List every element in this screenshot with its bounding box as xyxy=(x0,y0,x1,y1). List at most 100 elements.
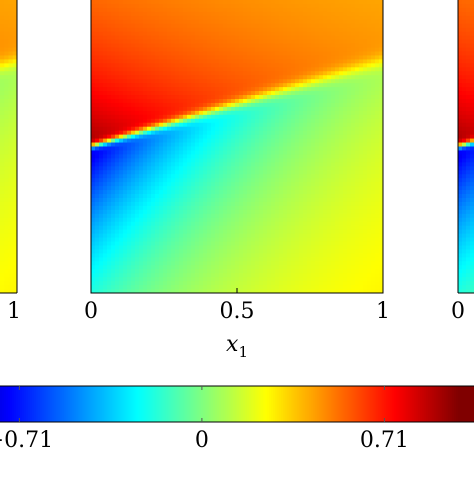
heatmap-cell xyxy=(271,182,276,187)
heatmap-cell xyxy=(243,143,248,148)
heatmap-cell xyxy=(247,281,252,286)
heatmap-cell xyxy=(163,123,168,128)
heatmap-cell xyxy=(167,75,172,80)
heatmap-cell xyxy=(251,135,256,140)
heatmap-cell xyxy=(147,51,152,56)
heatmap-cell xyxy=(295,59,300,64)
heatmap-cell xyxy=(307,111,312,116)
heatmap-cell xyxy=(319,285,324,290)
heatmap-cell xyxy=(131,48,136,53)
heatmap-cell xyxy=(155,59,160,64)
heatmap-cell xyxy=(271,257,276,262)
heatmap-cell xyxy=(295,210,300,215)
heatmap-cell xyxy=(243,273,248,278)
heatmap-cell xyxy=(323,178,328,183)
heatmap-cell xyxy=(271,59,276,64)
heatmap-cell xyxy=(183,265,188,270)
heatmap-cell xyxy=(167,139,172,144)
heatmap-cell xyxy=(139,20,144,25)
heatmap-cell xyxy=(167,135,172,140)
heatmap-cell xyxy=(339,63,344,68)
heatmap-cell xyxy=(239,178,244,183)
heatmap-cell xyxy=(287,127,292,132)
heatmap-cell xyxy=(171,16,176,21)
heatmap-cell xyxy=(151,127,156,132)
heatmap-cell xyxy=(155,48,160,53)
heatmap-cell xyxy=(323,182,328,187)
heatmap-cell xyxy=(279,150,284,155)
heatmap-cell xyxy=(167,222,172,227)
heatmap-cell xyxy=(91,242,96,247)
heatmap-cell xyxy=(279,131,284,136)
heatmap-cell xyxy=(219,202,224,207)
heatmap-cell xyxy=(311,16,316,21)
heatmap-cell xyxy=(291,51,296,56)
heatmap-cell xyxy=(239,48,244,53)
heatmap-cell xyxy=(171,234,176,239)
heatmap-cell xyxy=(127,67,132,72)
heatmap-cell xyxy=(267,0,272,5)
heatmap-cell xyxy=(283,214,288,219)
heatmap-cell xyxy=(111,8,116,13)
heatmap-cell xyxy=(103,249,108,254)
heatmap-cell xyxy=(303,28,308,33)
heatmap-cell xyxy=(103,245,108,250)
heatmap-cell xyxy=(147,107,152,112)
heatmap-cell xyxy=(255,257,260,262)
heatmap-cell xyxy=(303,277,308,282)
heatmap-cell xyxy=(339,285,344,290)
heatmap-cell xyxy=(91,71,96,76)
heatmap-cell xyxy=(319,186,324,191)
left-heatmap-cell xyxy=(9,230,14,235)
heatmap-cell xyxy=(251,99,256,104)
heatmap-cell xyxy=(259,143,264,148)
heatmap-cell xyxy=(99,67,104,72)
heatmap-cell xyxy=(123,0,128,5)
heatmap-cell xyxy=(315,206,320,211)
heatmap-cell xyxy=(191,206,196,211)
heatmap-cell xyxy=(151,210,156,215)
heatmap-cell xyxy=(163,143,168,148)
left-heatmap-cell xyxy=(0,281,5,286)
heatmap-cell xyxy=(227,147,232,152)
heatmap-cell xyxy=(295,115,300,120)
heatmap-cell xyxy=(103,257,108,262)
heatmap-cell xyxy=(339,143,344,148)
heatmap-cell xyxy=(95,24,100,29)
heatmap-cell xyxy=(139,115,144,120)
heatmap-cell xyxy=(323,238,328,243)
heatmap-cell xyxy=(263,230,268,235)
left-heatmap-cell xyxy=(4,79,9,84)
heatmap-cell xyxy=(255,20,260,25)
heatmap-cell xyxy=(231,135,236,140)
heatmap-cell xyxy=(327,214,332,219)
heatmap-cell xyxy=(127,75,132,80)
heatmap-cell xyxy=(315,16,320,21)
heatmap-cell xyxy=(199,257,204,262)
heatmap-cell xyxy=(183,194,188,199)
heatmap-cell xyxy=(115,261,120,266)
heatmap-cell xyxy=(119,99,124,104)
heatmap-cell xyxy=(175,63,180,68)
heatmap-cell xyxy=(99,4,104,9)
heatmap-cell xyxy=(255,75,260,80)
heatmap-cell xyxy=(171,253,176,258)
heatmap-cell xyxy=(103,131,108,136)
heatmap-cell xyxy=(207,238,212,243)
left-heatmap-cell xyxy=(4,143,9,148)
heatmap-cell xyxy=(123,178,128,183)
heatmap-cell xyxy=(215,186,220,191)
heatmap-cell xyxy=(103,230,108,235)
heatmap-cell xyxy=(203,147,208,152)
left-heatmap-cell xyxy=(9,273,14,278)
heatmap-cell xyxy=(327,135,332,140)
heatmap-cell xyxy=(307,63,312,68)
heatmap-cell xyxy=(175,55,180,60)
heatmap-cell xyxy=(167,12,172,17)
heatmap-cell xyxy=(119,115,124,120)
heatmap-cell xyxy=(215,36,220,41)
heatmap-cell xyxy=(127,242,132,247)
heatmap-cell xyxy=(235,63,240,68)
heatmap-cell xyxy=(175,127,180,132)
heatmap-cell xyxy=(111,249,116,254)
